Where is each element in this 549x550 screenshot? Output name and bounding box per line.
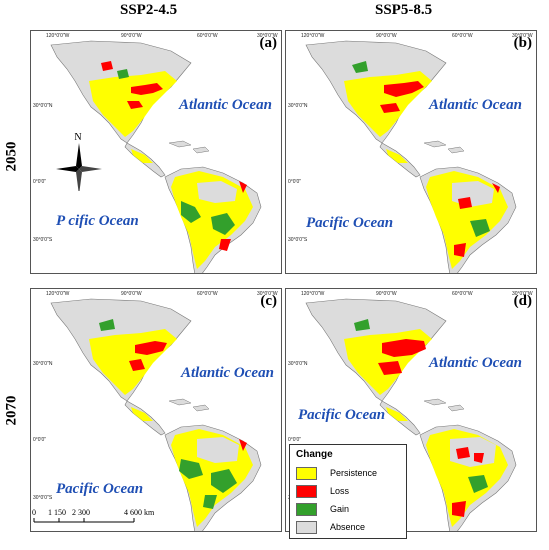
scale-label: 2 300 [72,508,90,517]
lat-tick: 30°0'0"S [33,495,53,501]
lat-tick: 0°0'0" [288,179,302,185]
panel-label: (d) [513,293,532,309]
lon-tick: 120°0'0"W [301,291,325,297]
map-panel-c: (c) Atlantic Ocean Pacific Ocean 120°0'0… [30,288,282,532]
legend-label: Loss [330,486,350,496]
scale-bar-graphic [33,518,135,523]
lon-tick: 60°0'0"W [452,33,473,39]
lon-tick: 90°0'0"W [376,291,397,297]
lon-tick: 120°0'0"W [301,33,325,39]
atlantic-ocean-label: Atlantic Ocean [429,97,522,113]
scale-label: 0 [32,508,36,517]
panel-label: (a) [259,35,278,51]
legend-title: Change [296,449,333,460]
lon-tick: 60°0'0"W [197,33,218,39]
panel-label: (b) [513,35,532,51]
lat-tick: 30°0'0"N [288,361,308,367]
map-panel-b: (b) Atlantic Ocean Pacific Ocean 120°0'0… [285,30,537,274]
scale-label: 1 150 [48,508,66,517]
lon-tick: 120°0'0"W [46,33,70,39]
row-title-2070: 2070 [3,395,20,426]
map-b [305,40,517,273]
lon-tick: 120°0'0"W [46,291,70,297]
lat-tick: 30°0'0"N [288,103,308,109]
legend-swatch [296,503,317,516]
lon-tick: 30°0'0"W [257,291,278,297]
lon-tick: 90°0'0"W [376,33,397,39]
lat-tick: 0°0'0" [288,437,302,443]
pacific-ocean-label: Pacific Ocean [56,481,144,497]
lon-tick: 90°0'0"W [121,33,142,39]
north-arrow-icon: N [56,132,102,191]
compass-label: N [74,132,81,143]
pacific-ocean-label: Pacific Ocean [306,215,394,231]
lon-tick: 30°0'0"W [512,33,533,39]
atlantic-ocean-label: Atlantic Ocean [429,355,522,371]
row-title-2050: 2050 [3,141,20,172]
lat-tick: 30°0'0"N [33,103,53,109]
scale-label: 4 600 km [124,508,155,517]
atlantic-ocean-label: Atlantic Ocean [179,97,272,113]
panel-label: (c) [260,293,277,309]
legend: Change Persistence Loss Gain Absence [289,444,407,539]
atlantic-ocean-label: Atlantic Ocean [181,365,274,381]
column-title-ssp245: SSP2-4.5 [120,2,178,18]
lon-tick: 90°0'0"W [121,291,142,297]
lat-tick: 0°0'0" [33,179,47,185]
legend-swatch [296,467,317,480]
map-panel-a: (a) Atlantic Ocean P cific Ocean 120°0'0… [30,30,282,274]
legend-label: Gain [330,504,350,514]
legend-swatch [296,521,317,534]
column-title-ssp585: SSP5-8.5 [375,2,433,18]
legend-swatch [296,485,317,498]
lon-tick: 60°0'0"W [452,291,473,297]
lat-tick: 30°0'0"S [33,237,53,243]
pacific-ocean-label: Pacific Ocean [298,407,386,423]
pacific-ocean-label: P cific Ocean [56,213,139,229]
legend-label: Persistence [330,468,378,478]
lon-tick: 30°0'0"W [257,33,278,39]
legend-label: Absence [330,522,366,532]
lat-tick: 30°0'0"N [33,361,53,367]
lon-tick: 60°0'0"W [197,291,218,297]
lat-tick: 0°0'0" [33,437,47,443]
lat-tick: 30°0'0"S [288,237,308,243]
lon-tick: 30°0'0"W [512,291,533,297]
